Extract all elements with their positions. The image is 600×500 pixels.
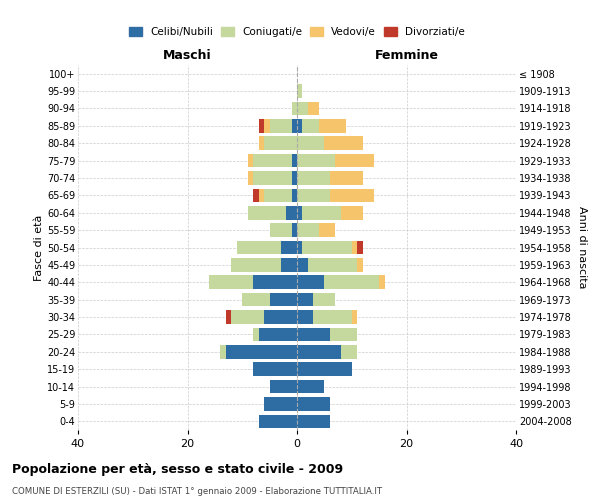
Bar <box>264 397 297 410</box>
Bar <box>209 276 253 289</box>
Bar <box>264 310 297 324</box>
Bar <box>357 240 363 254</box>
Bar <box>253 154 292 168</box>
Bar <box>330 171 363 185</box>
Bar <box>269 293 297 306</box>
Bar <box>297 293 313 306</box>
Bar <box>325 136 362 150</box>
Bar <box>297 224 319 237</box>
Bar <box>292 154 297 168</box>
Bar <box>297 188 330 202</box>
Bar <box>357 258 363 272</box>
Bar <box>341 345 357 358</box>
Bar <box>297 414 330 428</box>
Bar <box>248 206 286 220</box>
Bar <box>242 293 269 306</box>
Bar <box>220 345 226 358</box>
Bar <box>253 188 259 202</box>
Bar <box>259 188 264 202</box>
Bar <box>379 276 385 289</box>
Bar <box>319 224 335 237</box>
Bar <box>264 136 297 150</box>
Bar <box>292 171 297 185</box>
Bar <box>259 328 297 341</box>
Bar <box>319 119 346 132</box>
Bar <box>264 188 292 202</box>
Bar <box>297 310 313 324</box>
Bar <box>335 154 374 168</box>
Bar <box>297 136 325 150</box>
Bar <box>297 397 330 410</box>
Bar <box>297 362 352 376</box>
Bar <box>341 206 362 220</box>
Bar <box>248 154 253 168</box>
Bar <box>330 328 357 341</box>
Bar <box>325 276 379 289</box>
Bar <box>297 258 308 272</box>
Bar <box>352 310 357 324</box>
Bar <box>302 206 341 220</box>
Bar <box>264 119 269 132</box>
Bar <box>297 206 302 220</box>
Bar <box>330 188 374 202</box>
Bar <box>308 102 319 115</box>
Bar <box>269 119 292 132</box>
Bar <box>297 328 330 341</box>
Bar <box>292 188 297 202</box>
Bar <box>259 414 297 428</box>
Bar <box>232 258 281 272</box>
Bar <box>281 258 297 272</box>
Bar <box>259 136 264 150</box>
Bar <box>313 293 335 306</box>
Bar <box>292 224 297 237</box>
Bar <box>226 345 297 358</box>
Y-axis label: Anni di nascita: Anni di nascita <box>577 206 587 289</box>
Bar <box>237 240 281 254</box>
Bar <box>297 119 302 132</box>
Bar <box>297 276 325 289</box>
Bar <box>302 119 319 132</box>
Bar <box>292 119 297 132</box>
Bar <box>297 240 302 254</box>
Bar <box>232 310 264 324</box>
Bar <box>297 102 308 115</box>
Bar <box>253 362 297 376</box>
Bar <box>253 171 292 185</box>
Bar <box>292 102 297 115</box>
Bar <box>297 345 341 358</box>
Bar <box>308 258 357 272</box>
Bar <box>313 310 352 324</box>
Bar <box>269 380 297 394</box>
Bar <box>226 310 232 324</box>
Bar <box>352 240 357 254</box>
Bar <box>297 171 330 185</box>
Legend: Celibi/Nubili, Coniugati/e, Vedovi/e, Divorziati/e: Celibi/Nubili, Coniugati/e, Vedovi/e, Di… <box>125 23 469 42</box>
Text: Popolazione per età, sesso e stato civile - 2009: Popolazione per età, sesso e stato civil… <box>12 462 343 475</box>
Bar <box>302 240 352 254</box>
Bar <box>248 171 253 185</box>
Text: Femmine: Femmine <box>374 48 439 62</box>
Bar <box>253 276 297 289</box>
Bar <box>297 84 302 98</box>
Bar <box>259 119 264 132</box>
Y-axis label: Fasce di età: Fasce di età <box>34 214 44 280</box>
Bar <box>297 154 335 168</box>
Bar <box>286 206 297 220</box>
Bar <box>269 224 292 237</box>
Text: Maschi: Maschi <box>163 48 212 62</box>
Bar <box>281 240 297 254</box>
Bar <box>253 328 259 341</box>
Bar <box>297 380 325 394</box>
Text: COMUNE DI ESTERZILI (SU) - Dati ISTAT 1° gennaio 2009 - Elaborazione TUTTITALIA.: COMUNE DI ESTERZILI (SU) - Dati ISTAT 1°… <box>12 488 382 496</box>
